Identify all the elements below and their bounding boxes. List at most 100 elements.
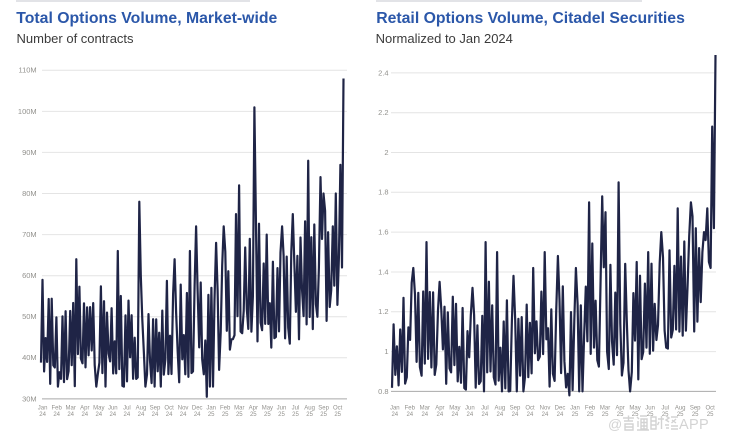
svg-text:24: 24 [67, 412, 74, 418]
svg-text:25: 25 [632, 412, 639, 418]
svg-text:25: 25 [334, 412, 341, 418]
svg-text:24: 24 [542, 412, 549, 418]
svg-text:70M: 70M [22, 230, 37, 239]
svg-text:25: 25 [692, 412, 699, 418]
svg-text:Oct: Oct [333, 406, 343, 412]
svg-text:Jul: Jul [661, 406, 669, 412]
svg-text:24: 24 [467, 412, 474, 418]
svg-text:25: 25 [617, 412, 624, 418]
svg-text:Sep: Sep [318, 406, 329, 412]
svg-text:1.4: 1.4 [378, 267, 388, 276]
svg-text:0.8: 0.8 [378, 387, 388, 396]
svg-text:90M: 90M [22, 148, 37, 157]
svg-text:25: 25 [208, 412, 215, 418]
svg-text:25: 25 [306, 412, 313, 418]
svg-text:1.8: 1.8 [378, 188, 388, 197]
svg-text:Jul: Jul [481, 406, 489, 412]
svg-text:1: 1 [384, 347, 388, 356]
svg-text:25: 25 [320, 412, 327, 418]
svg-text:Jul: Jul [123, 406, 131, 412]
svg-text:24: 24 [39, 412, 46, 418]
svg-text:24: 24 [437, 412, 444, 418]
svg-text:25: 25 [587, 412, 594, 418]
svg-text:May: May [449, 406, 460, 412]
svg-text:Apr: Apr [80, 406, 89, 412]
svg-text:25: 25 [292, 412, 299, 418]
svg-text:25: 25 [264, 412, 271, 418]
svg-text:25: 25 [602, 412, 609, 418]
svg-text:Apr: Apr [615, 406, 624, 412]
svg-text:@: @ [608, 416, 622, 432]
svg-text:24: 24 [406, 412, 413, 418]
svg-text:2.4: 2.4 [378, 68, 388, 77]
svg-text:May: May [262, 406, 273, 412]
svg-text:2: 2 [384, 148, 388, 157]
svg-text:Dec: Dec [555, 406, 566, 412]
svg-text:Sep: Sep [510, 406, 521, 412]
svg-text:24: 24 [138, 412, 145, 418]
svg-text:50M: 50M [22, 312, 37, 321]
svg-text:1.6: 1.6 [378, 228, 388, 237]
svg-text:Jun: Jun [277, 406, 287, 412]
svg-text:80M: 80M [22, 189, 37, 198]
svg-text:Feb: Feb [220, 406, 231, 412]
svg-text:25: 25 [677, 412, 684, 418]
svg-text:May: May [93, 406, 104, 412]
svg-text:1.2: 1.2 [378, 307, 388, 316]
svg-text:24: 24 [497, 412, 504, 418]
svg-text:24: 24 [194, 412, 201, 418]
svg-text:25: 25 [662, 412, 669, 418]
svg-text:Nov: Nov [540, 406, 551, 412]
svg-text:24: 24 [527, 412, 534, 418]
svg-text:30M: 30M [22, 394, 37, 403]
svg-text:24: 24 [81, 412, 88, 418]
svg-text:Aug: Aug [675, 406, 686, 412]
svg-text:25: 25 [250, 412, 257, 418]
svg-text:Oct: Oct [525, 406, 535, 412]
svg-text:24: 24 [557, 412, 564, 418]
svg-text:Feb: Feb [52, 406, 63, 412]
svg-text:Nov: Nov [178, 406, 189, 412]
svg-text:25: 25 [236, 412, 243, 418]
svg-text:Feb: Feb [585, 406, 596, 412]
svg-text:Jan: Jan [38, 406, 48, 412]
svg-text:Aug: Aug [136, 406, 147, 412]
svg-text:25: 25 [572, 412, 579, 418]
svg-text:24: 24 [391, 412, 398, 418]
svg-text:24: 24 [452, 412, 459, 418]
svg-text:24: 24 [53, 412, 60, 418]
svg-text:Jun: Jun [465, 406, 475, 412]
svg-text:May: May [629, 406, 640, 412]
svg-text:Mar: Mar [420, 406, 430, 412]
svg-text:Jul: Jul [292, 406, 300, 412]
svg-text:Sep: Sep [150, 406, 161, 412]
svg-text:Jun: Jun [108, 406, 118, 412]
svg-text:2.2: 2.2 [378, 108, 388, 117]
svg-text:24: 24 [482, 412, 489, 418]
svg-text:Sep: Sep [690, 406, 701, 412]
svg-text:24: 24 [421, 412, 428, 418]
svg-text:Mar: Mar [66, 406, 76, 412]
svg-text:60M: 60M [22, 271, 37, 280]
svg-text:Apr: Apr [249, 406, 258, 412]
svg-text:25: 25 [707, 412, 714, 418]
svg-text:Dec: Dec [192, 406, 203, 412]
svg-text:Jan: Jan [206, 406, 216, 412]
svg-text:24: 24 [512, 412, 519, 418]
svg-text:24: 24 [180, 412, 187, 418]
svg-text:100M: 100M [18, 107, 37, 116]
svg-text:Apr: Apr [435, 406, 444, 412]
svg-text:Oct: Oct [164, 406, 174, 412]
svg-text:24: 24 [152, 412, 159, 418]
svg-text:Jan: Jan [570, 406, 580, 412]
svg-text:24: 24 [95, 412, 102, 418]
svg-text:APP: APP [679, 417, 709, 433]
svg-text:Aug: Aug [495, 406, 506, 412]
svg-text:Feb: Feb [405, 406, 416, 412]
svg-text:Aug: Aug [304, 406, 315, 412]
svg-text:110M: 110M [18, 66, 36, 75]
svg-text:24: 24 [166, 412, 173, 418]
svg-text:24: 24 [109, 412, 116, 418]
svg-text:Mar: Mar [234, 406, 244, 412]
svg-text:Jun: Jun [645, 406, 655, 412]
